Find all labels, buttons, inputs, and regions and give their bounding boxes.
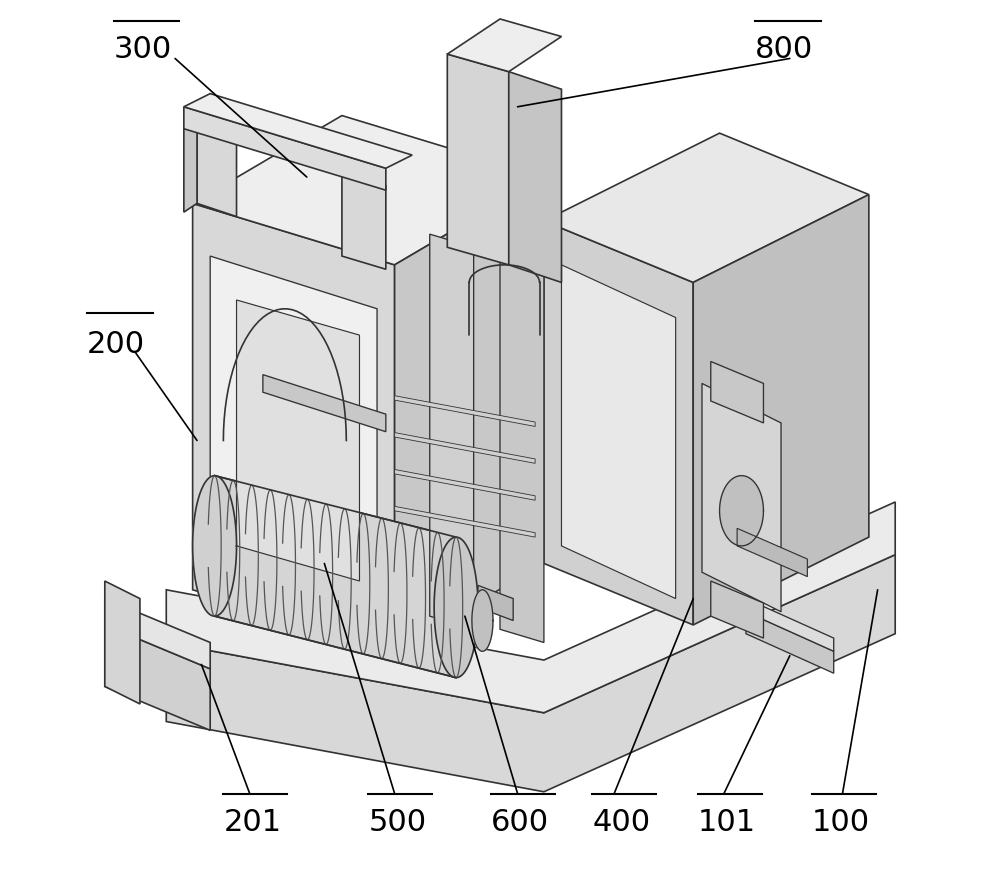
Polygon shape: [215, 476, 456, 677]
Text: 300: 300: [114, 35, 172, 64]
Polygon shape: [544, 221, 693, 625]
Polygon shape: [434, 537, 478, 677]
Polygon shape: [447, 54, 509, 265]
Polygon shape: [711, 361, 763, 423]
Polygon shape: [561, 265, 676, 598]
Polygon shape: [210, 256, 377, 625]
Text: 600: 600: [491, 808, 549, 837]
Text: 800: 800: [755, 35, 813, 64]
Polygon shape: [447, 19, 561, 71]
Polygon shape: [166, 502, 895, 713]
Polygon shape: [166, 555, 895, 792]
Polygon shape: [746, 611, 834, 673]
Polygon shape: [737, 529, 807, 577]
Polygon shape: [720, 476, 763, 546]
Polygon shape: [478, 585, 513, 620]
Polygon shape: [746, 598, 834, 651]
Polygon shape: [544, 133, 869, 283]
Text: 201: 201: [223, 808, 281, 837]
Polygon shape: [105, 598, 210, 669]
Polygon shape: [711, 581, 763, 638]
Polygon shape: [105, 581, 140, 704]
Polygon shape: [693, 195, 869, 625]
Polygon shape: [395, 396, 535, 426]
Polygon shape: [184, 120, 197, 212]
Polygon shape: [193, 204, 395, 651]
Polygon shape: [193, 476, 237, 616]
Polygon shape: [193, 115, 544, 265]
Text: 200: 200: [87, 329, 145, 359]
Polygon shape: [184, 93, 412, 168]
Polygon shape: [472, 589, 493, 651]
Text: 101: 101: [698, 808, 756, 837]
Polygon shape: [342, 173, 386, 270]
Polygon shape: [263, 374, 386, 432]
Polygon shape: [430, 234, 474, 629]
Polygon shape: [395, 433, 535, 463]
Polygon shape: [702, 383, 781, 611]
Polygon shape: [105, 625, 210, 730]
Polygon shape: [500, 243, 544, 642]
Polygon shape: [237, 300, 359, 581]
Polygon shape: [395, 470, 535, 500]
Text: 400: 400: [592, 808, 650, 837]
Text: 500: 500: [368, 808, 426, 837]
Polygon shape: [509, 71, 561, 283]
Polygon shape: [197, 120, 237, 217]
Text: 100: 100: [812, 808, 870, 837]
Polygon shape: [184, 107, 386, 190]
Polygon shape: [395, 507, 535, 537]
Polygon shape: [395, 177, 544, 651]
